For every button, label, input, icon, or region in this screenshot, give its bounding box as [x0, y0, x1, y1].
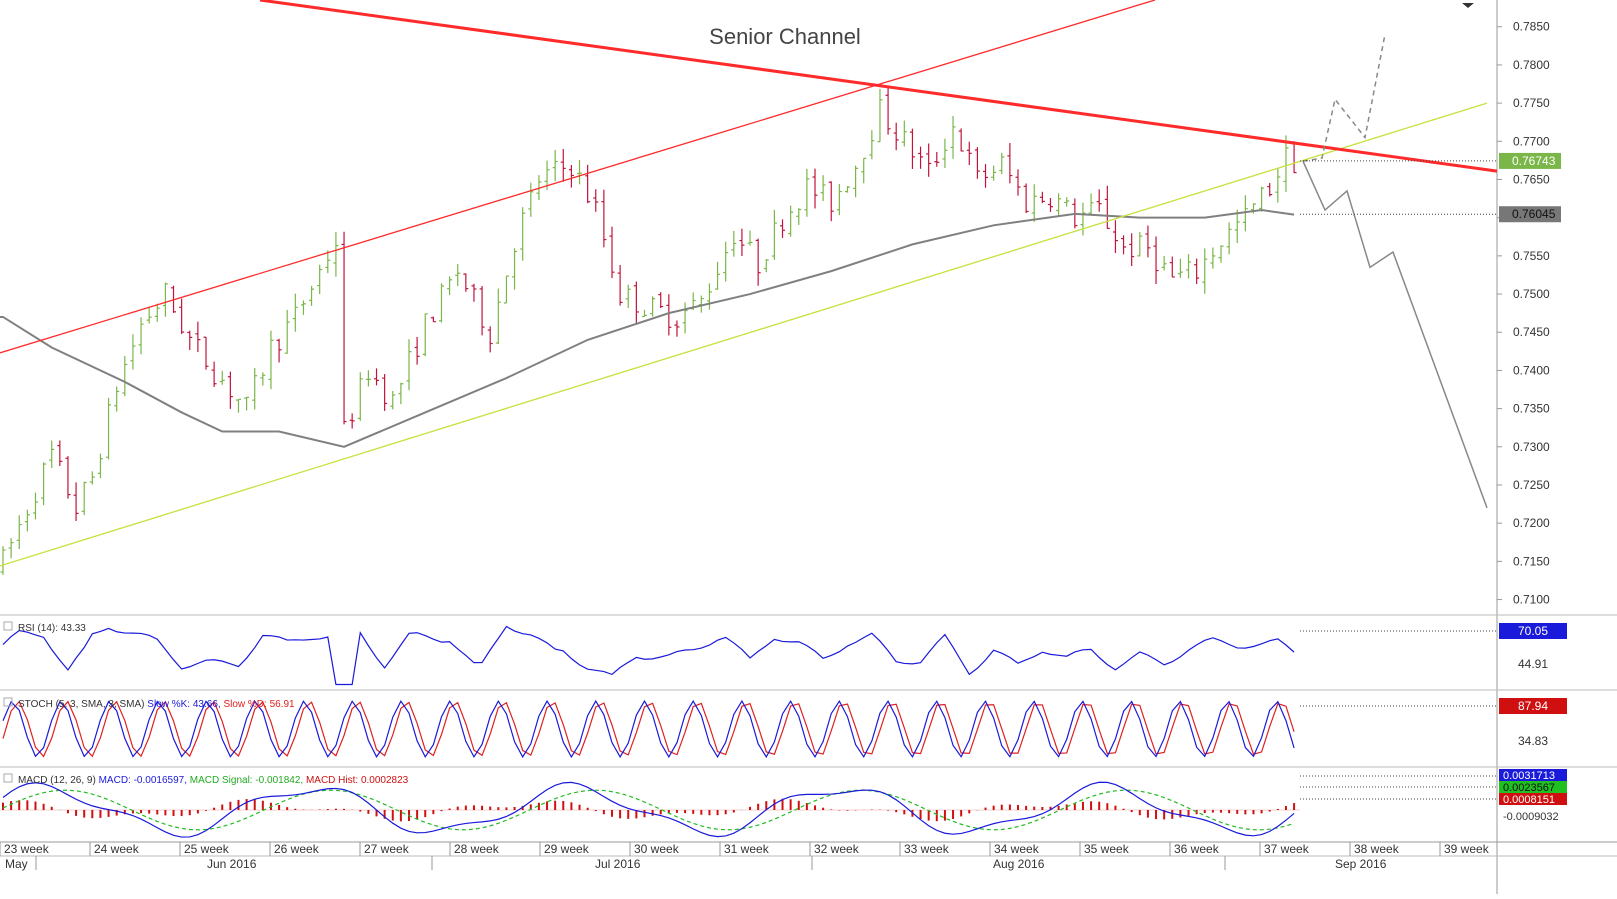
week-label: 24 week [94, 842, 140, 856]
macd-close-icon[interactable] [3, 773, 13, 783]
price-tick-label: 0.7750 [1513, 96, 1550, 110]
stoch-label-d: Slow %D: 56.91 [223, 699, 295, 710]
macd-hist-badge [1499, 793, 1567, 805]
macd-label-signal: MACD Signal: -0.001842, [190, 775, 306, 786]
week-label: 37 week [1264, 842, 1310, 856]
price-tick-label: 0.7200 [1513, 516, 1550, 530]
week-label: 38 week [1354, 842, 1400, 856]
week-label: 23 week [4, 842, 50, 856]
week-label: 27 week [364, 842, 410, 856]
price-tick-label: 0.7100 [1513, 593, 1550, 607]
bullish-projection-line [1302, 34, 1386, 162]
ma-value-badge [1499, 206, 1561, 223]
chart-title: Senior Channel [709, 24, 861, 49]
week-label: 28 week [454, 842, 500, 856]
rsi-tick-label: 44.91 [1518, 657, 1548, 671]
price-tick-label: 0.7550 [1513, 249, 1550, 263]
macd-line [2, 781, 1295, 838]
bearish-projection-line [1302, 160, 1488, 509]
stoch-k-line [2, 699, 1295, 759]
rsi-close-icon[interactable] [3, 621, 13, 631]
price-tick-label: 0.7150 [1513, 554, 1550, 568]
rsi-badge [1499, 623, 1567, 639]
week-label: 25 week [184, 842, 230, 856]
stoch-close-icon[interactable] [3, 697, 13, 707]
price-tick-label: 0.7300 [1513, 440, 1550, 454]
rsi-label: RSI (14): 43.33 [18, 623, 86, 634]
month-label: Jul 2016 [595, 857, 641, 871]
week-label: 31 week [724, 842, 770, 856]
month-label: Jun 2016 [207, 857, 257, 871]
stoch-tick-label: 34.83 [1518, 734, 1548, 748]
channel-upper-line [0, 0, 1156, 354]
week-label: 30 week [634, 842, 680, 856]
week-label: 32 week [814, 842, 860, 856]
ma-value-label: 0.76045 [1512, 207, 1556, 221]
week-label: 36 week [1174, 842, 1220, 856]
price-tick-label: 0.7350 [1513, 402, 1550, 416]
stoch-badge [1499, 698, 1567, 714]
macd-label: MACD (12, 26, 9) MACD: -0.0016597, MACD … [18, 775, 409, 786]
macd-signal-value: 0.0023567 [1503, 782, 1555, 794]
last-price-label: 0.76743 [1512, 154, 1556, 168]
macd-tick-label: -0.0009032 [1503, 811, 1559, 823]
channel-lower-line [0, 102, 1488, 567]
moving-average-line [0, 209, 1295, 448]
stoch-label-k: Slow %K: 43.66, [147, 699, 223, 710]
stoch-label: STOCH (5, 3, SMA, 3, SMA) Slow %K: 43.66… [18, 699, 295, 710]
week-label: 29 week [544, 842, 590, 856]
week-label: 35 week [1084, 842, 1130, 856]
week-label: 26 week [274, 842, 320, 856]
dropdown-arrow-icon[interactable] [1462, 3, 1474, 8]
macd-label-macd: MACD: -0.0016597, [99, 775, 190, 786]
price-tick-label: 0.7250 [1513, 478, 1550, 492]
week-label: 34 week [994, 842, 1040, 856]
rsi-line [2, 625, 1295, 686]
macd-signal-line [2, 789, 1295, 831]
resistance-trendline [259, 0, 1498, 173]
week-label: 39 week [1444, 842, 1490, 856]
rsi-last-value: 70.05 [1518, 624, 1548, 638]
month-label: May [5, 857, 28, 871]
last-price-badge [1499, 152, 1561, 169]
stoch-d-line [2, 700, 1295, 758]
macd-signal-badge [1499, 781, 1567, 793]
price-tick-label: 0.7700 [1513, 134, 1550, 148]
price-tick-label: 0.7400 [1513, 363, 1550, 377]
price-plot-area[interactable] [0, 0, 1497, 612]
macd-label-main: MACD (12, 26, 9) [18, 775, 99, 786]
month-label: Sep 2016 [1335, 857, 1387, 871]
stoch-last-value: 87.94 [1518, 699, 1548, 713]
macd-badge [1499, 769, 1567, 781]
price-tick-label: 0.7850 [1513, 20, 1550, 34]
price-tick-label: 0.7450 [1513, 325, 1550, 339]
price-tick-label: 0.7500 [1513, 287, 1550, 301]
price-tick-label: 0.7800 [1513, 58, 1550, 72]
macd-last-value: 0.0031713 [1503, 770, 1555, 782]
month-label: Aug 2016 [993, 857, 1045, 871]
price-tick-label: 0.7650 [1513, 172, 1550, 186]
macd-hist-value: 0.0008151 [1503, 794, 1555, 806]
week-label: 33 week [904, 842, 950, 856]
macd-label-hist: MACD Hist: 0.0002823 [306, 775, 409, 786]
stoch-label-main: STOCH (5, 3, SMA, 3, SMA) [18, 699, 147, 710]
